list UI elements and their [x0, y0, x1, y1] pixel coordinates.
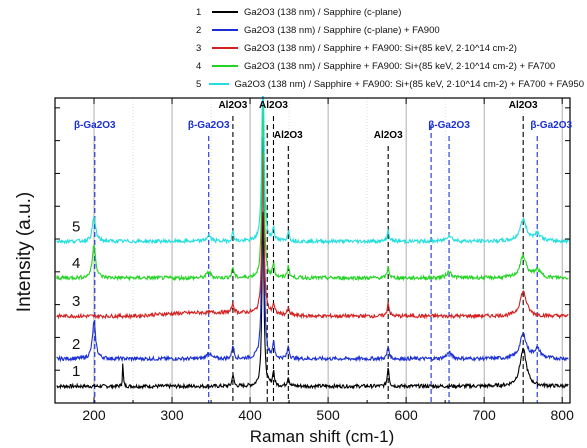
legend-swatch: [208, 83, 229, 85]
peak-label: Al2O3: [374, 130, 403, 141]
legend-item: 5 Ga2O3 (138 nm) / Sapphire + FA900: Si+(…: [196, 75, 584, 93]
spectrum-line-2: [56, 136, 569, 363]
x-tick-label: 500: [316, 407, 340, 423]
x-tick-label: 800: [551, 407, 575, 423]
peak-label: Al2O3: [274, 130, 303, 141]
plot-frame: [54, 97, 571, 404]
x-tick-label: 400: [238, 407, 262, 423]
peak-label: β-Ga2O3: [74, 120, 116, 131]
grid: [93, 98, 563, 403]
peak-label: Al2O3: [218, 100, 247, 111]
legend-swatch: [212, 11, 238, 13]
legend-number: 5: [196, 78, 202, 90]
annotations: β-Ga2O3 β-Ga2O3 Al2O3 Al2O3 Al2O3 Al2O3 β-Ga2O…: [72, 100, 572, 380]
legend-number: 3: [196, 42, 202, 54]
peak-label: β-Ga2O3: [188, 120, 230, 131]
legend-number: 2: [196, 24, 202, 36]
spectrum-line-1: [56, 211, 569, 390]
x-tick-label: 300: [160, 407, 184, 423]
spectrum-line-3: [56, 153, 569, 320]
peak-label: β-Ga2O3: [530, 120, 572, 131]
spectrum-number-label: 1: [72, 363, 80, 380]
legend-item: 3 Ga2O3 (138 nm) / Sapphire + FA900: Si+(…: [196, 39, 584, 57]
legend-label: Ga2O3 (138 nm) / Sapphire + FA900: Si+(8…: [234, 78, 584, 90]
legend-swatch: [212, 29, 238, 31]
spectrum-number-label: 3: [72, 293, 80, 310]
y-axis-label: Intensity (a.u.): [14, 192, 35, 312]
x-tick-label: 700: [472, 407, 496, 423]
legend-label: Ga2O3 (138 nm) / Sapphire + FA900: Si+(8…: [244, 60, 556, 72]
legend-label: Ga2O3 (138 nm) / Sapphire (c-plane): [244, 6, 402, 18]
spectrum-number-label: 4: [72, 255, 80, 272]
peak-label: Al2O3: [259, 100, 288, 111]
x-axis-label: Raman shift (cm-1): [250, 427, 395, 446]
legend-item: 4 Ga2O3 (138 nm) / Sapphire + FA900: Si+(…: [196, 57, 584, 75]
peak-label: β-Ga2O3: [428, 120, 470, 131]
peak-label: Al2O3: [509, 100, 538, 111]
legend-swatch: [212, 47, 238, 49]
axes: 200 300 400 500 600 700 800: [54, 98, 575, 423]
spectrum-number-label: 5: [72, 218, 80, 235]
legend-number: 4: [196, 60, 202, 72]
legend-label: Ga2O3 (138 nm) / Sapphire + FA900: Si+(8…: [244, 42, 517, 54]
legend: 1 Ga2O3 (138 nm) / Sapphire (c-plane) 2 Ga2…: [196, 3, 584, 93]
legend-number: 1: [196, 6, 202, 18]
spectrum-line-5: [56, 96, 569, 245]
legend-swatch: [212, 65, 238, 67]
legend-item: 2 Ga2O3 (138 nm) / Sapphire (c-plane) + F…: [196, 21, 584, 39]
x-tick-label: 200: [82, 407, 106, 423]
legend-label: Ga2O3 (138 nm) / Sapphire (c-plane) + FA…: [244, 24, 440, 36]
spectra: [56, 96, 569, 390]
spectrum-line-4: [56, 100, 569, 282]
legend-item: 1 Ga2O3 (138 nm) / Sapphire (c-plane): [196, 3, 584, 21]
x-tick-label: 600: [394, 407, 418, 423]
spectrum-number-label: 2: [72, 336, 80, 353]
